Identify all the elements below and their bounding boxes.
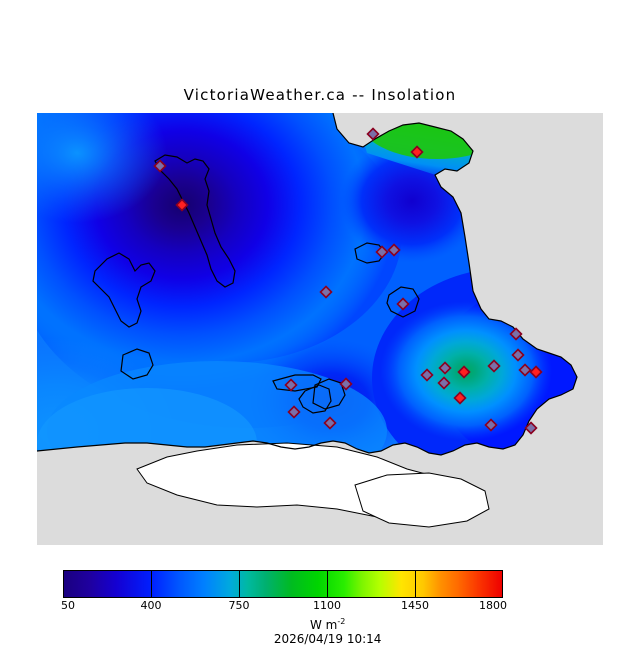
- station-marker[interactable]: [529, 365, 543, 379]
- map-canvas[interactable]: [37, 113, 603, 545]
- station-marker[interactable]: [153, 159, 167, 173]
- station-marker[interactable]: [396, 297, 410, 311]
- colorbar-tick-label: 1450: [401, 599, 429, 612]
- colorbar-tick-label: 1100: [313, 599, 341, 612]
- station-marker[interactable]: [511, 348, 525, 362]
- colorbar-tick: [327, 570, 328, 598]
- islet-lower-middle: [298, 384, 332, 414]
- station-marker[interactable]: [287, 405, 301, 419]
- colorbar-tick: [151, 570, 152, 598]
- station-marker[interactable]: [509, 327, 523, 341]
- island-west: [92, 252, 156, 328]
- map-svg: [37, 113, 603, 545]
- colorbar-tick-label: 1800: [479, 599, 507, 612]
- station-marker[interactable]: [457, 365, 471, 379]
- station-marker[interactable]: [323, 416, 337, 430]
- inner-bay-detail: [120, 348, 154, 380]
- colorbar-tick-label: 750: [228, 599, 250, 612]
- main-coastline: [37, 113, 578, 456]
- station-marker[interactable]: [410, 145, 424, 159]
- page-title: VictoriaWeather.ca -- Insolation: [183, 86, 457, 104]
- station-marker[interactable]: [366, 127, 380, 141]
- station-marker[interactable]: [420, 368, 434, 382]
- station-marker[interactable]: [524, 421, 538, 435]
- timestamp-label: 2026/04/19 10:14: [273, 632, 382, 646]
- station-marker[interactable]: [175, 198, 189, 212]
- station-markers[interactable]: [153, 127, 543, 435]
- colorbar-tick: [415, 570, 416, 598]
- station-marker[interactable]: [453, 391, 467, 405]
- inland-area-east: [354, 472, 490, 528]
- station-marker[interactable]: [437, 376, 451, 390]
- station-marker[interactable]: [319, 285, 333, 299]
- colorbar-gradient: [63, 570, 503, 598]
- insolation-map-page: VictoriaWeather.ca -- Insolation: [37, 86, 603, 646]
- colorbar-tick-label: 400: [140, 599, 162, 612]
- station-marker[interactable]: [339, 377, 353, 391]
- colorbar-tick: [239, 570, 240, 598]
- station-marker[interactable]: [487, 359, 501, 373]
- colorbar[interactable]: 50 400 750 1100 1450 1800: [61, 570, 507, 612]
- islet-east: [386, 286, 420, 318]
- colorbar-units-and-time: W m-2 2026/04/19 10:14: [0, 603, 640, 660]
- units-exponent: -2: [337, 617, 346, 626]
- station-marker[interactable]: [375, 245, 389, 259]
- islet-south-central: [312, 378, 346, 410]
- station-marker[interactable]: [484, 418, 498, 432]
- colorbar-tick-label: 50: [61, 599, 75, 612]
- units-label: W m: [309, 618, 338, 632]
- station-marker[interactable]: [387, 243, 401, 257]
- station-marker[interactable]: [284, 378, 298, 392]
- station-marker[interactable]: [438, 361, 452, 375]
- station-marker[interactable]: [518, 363, 532, 377]
